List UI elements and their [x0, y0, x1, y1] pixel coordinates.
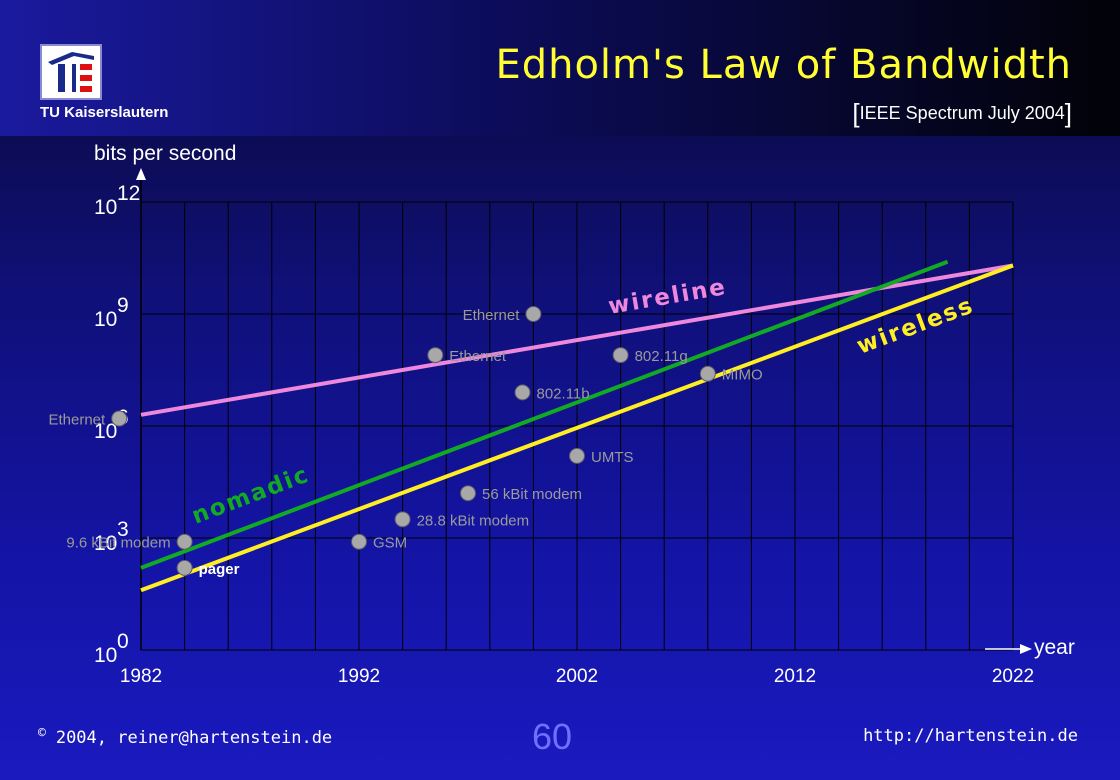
bracket-open: [: [852, 98, 860, 128]
milestone-label: GSM: [373, 535, 407, 552]
y-tick-label-exponent: 3: [117, 518, 129, 541]
milestone-label: 28.8 kBit modem: [417, 512, 530, 529]
milestone-point: [176, 559, 193, 576]
page-number: 60: [532, 716, 573, 757]
source-citation: [IEEE Spectrum July 2004]: [852, 98, 1072, 129]
milestone-point: [394, 511, 411, 528]
x-tick-label: 2022: [992, 666, 1034, 687]
milestone-label: 802.11b: [537, 385, 590, 402]
x-tick-label: 1992: [338, 666, 380, 687]
milestone-label: Ethernet: [449, 348, 507, 365]
milestone-label: pager: [199, 561, 240, 578]
milestone-point: [427, 347, 444, 364]
y-tick-label-exponent: 0: [117, 630, 129, 653]
series-label-wireline: wireline: [606, 274, 728, 320]
site-url: http://hartenstein.de: [863, 726, 1078, 746]
y-tick-label-exponent: 9: [117, 294, 129, 317]
series-line-nomadic: [140, 259, 949, 570]
series-line-wireless: [140, 263, 1014, 593]
milestone-label: UMTS: [591, 449, 634, 466]
milestone-point: [612, 347, 629, 364]
milestone-label: MIMO: [722, 367, 763, 384]
milestone-point: [176, 533, 193, 550]
y-tick-label-base: 10: [94, 532, 117, 555]
milestone-point: [351, 533, 367, 550]
milestone-label: 56 kBit modem: [482, 486, 582, 503]
milestone-label: Ethernet: [48, 412, 106, 429]
bracket-close: ]: [1064, 98, 1072, 128]
source-text: IEEE Spectrum July 2004: [859, 103, 1065, 123]
page-title: Edholm's Law of Bandwidth: [495, 42, 1072, 88]
y-tick-label-base: 10: [94, 644, 117, 667]
milestone-label: Ethernet: [463, 307, 521, 324]
institution-name: TU Kaiserslautern: [40, 104, 169, 121]
milestone-point: [525, 306, 542, 322]
y-axis-label: bits per second: [94, 142, 236, 165]
x-tick-label: 1982: [120, 666, 162, 687]
tu-logo: [40, 44, 102, 100]
milestone-point: [569, 447, 585, 464]
copyright-text: 2004, reiner@hartenstein.de: [55, 728, 333, 748]
y-tick-label-base: 10: [94, 196, 117, 219]
milestone-point: [699, 365, 716, 382]
milestone-point: [111, 410, 128, 427]
milestone-point: [460, 485, 476, 502]
copyright: © 2004, reiner@hartenstein.de: [38, 726, 332, 748]
tu-logo-icon: [48, 52, 94, 92]
series-label-nomadic: nomadic: [188, 461, 313, 529]
y-axis-arrow-icon: [136, 168, 146, 180]
y-tick-label-exponent: 12: [117, 182, 140, 205]
milestone-label: 802.11g: [635, 348, 688, 365]
milestone-label: 9.6 kBit modem: [66, 535, 170, 552]
y-tick-label-base: 10: [94, 420, 117, 443]
x-axis-arrow-icon: [1020, 644, 1032, 654]
x-tick-label: 2002: [556, 666, 598, 687]
copyright-symbol: ©: [38, 726, 46, 741]
x-axis-label: year: [1034, 636, 1075, 659]
x-tick-label: 2012: [774, 666, 816, 687]
milestone-point: [514, 384, 531, 401]
header-band: [0, 0, 1120, 136]
y-tick-label-base: 10: [94, 308, 117, 331]
